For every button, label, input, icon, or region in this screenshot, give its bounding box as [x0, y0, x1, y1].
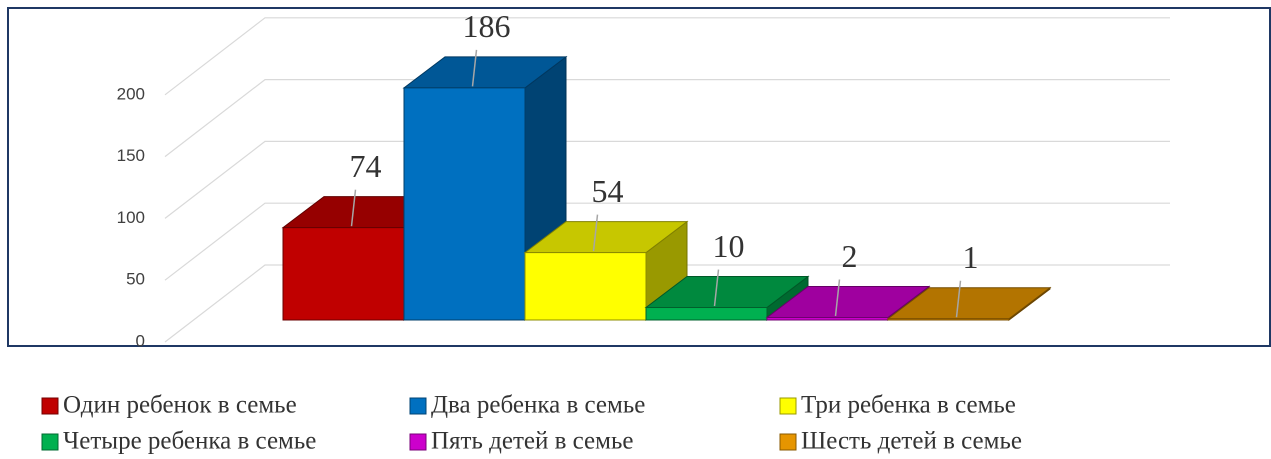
data-label: 186: [463, 8, 511, 44]
data-label: 10: [713, 228, 745, 264]
bar: [645, 307, 768, 321]
leader-line: [713, 269, 720, 307]
leader-line: [592, 214, 599, 252]
plot-frame: [7, 7, 1271, 347]
leader-line: [955, 280, 962, 318]
legend-label: Четыре ребенка в семье: [63, 428, 316, 455]
bar: [524, 252, 647, 321]
grid-line: [164, 17, 1170, 96]
data-label: 54: [592, 173, 624, 209]
grid-line: [164, 140, 1170, 219]
legend-label: Два ребенка в семье: [431, 392, 645, 419]
y-tick-label: 0: [136, 331, 145, 350]
data-label: 74: [350, 148, 382, 184]
bar-3d: [523, 214, 689, 322]
legend-swatch: [779, 433, 797, 451]
y-tick-label: 50: [126, 270, 145, 289]
bar: [887, 318, 1010, 321]
data-label: 1: [963, 239, 979, 275]
data-label: 2: [842, 238, 858, 274]
legend-label: Шесть детей в семье: [801, 428, 1022, 455]
bar: [766, 317, 889, 321]
y-tick-label: 100: [117, 208, 145, 227]
leader-line: [350, 189, 357, 227]
y-tick-label: 150: [117, 146, 145, 165]
grid-line: [164, 78, 1170, 158]
legend-swatch: [409, 397, 427, 415]
legend-label: Три ребенка в семье: [801, 392, 1016, 419]
bar-3d: [886, 280, 1052, 322]
y-tick-label: 200: [117, 84, 145, 103]
grid-line: [164, 264, 1170, 343]
legend-label: Один ребенок в семье: [63, 392, 297, 419]
leader-line: [834, 279, 841, 317]
legend-swatch: [409, 433, 427, 451]
bar: [403, 87, 526, 321]
legend-swatch: [779, 397, 797, 415]
bar: [282, 227, 405, 321]
legend-label: Пять детей в семье: [431, 428, 633, 455]
legend-swatch: [41, 433, 59, 451]
leader-line: [471, 49, 478, 87]
legend-swatch: [41, 397, 59, 415]
grid-line: [164, 202, 1170, 281]
